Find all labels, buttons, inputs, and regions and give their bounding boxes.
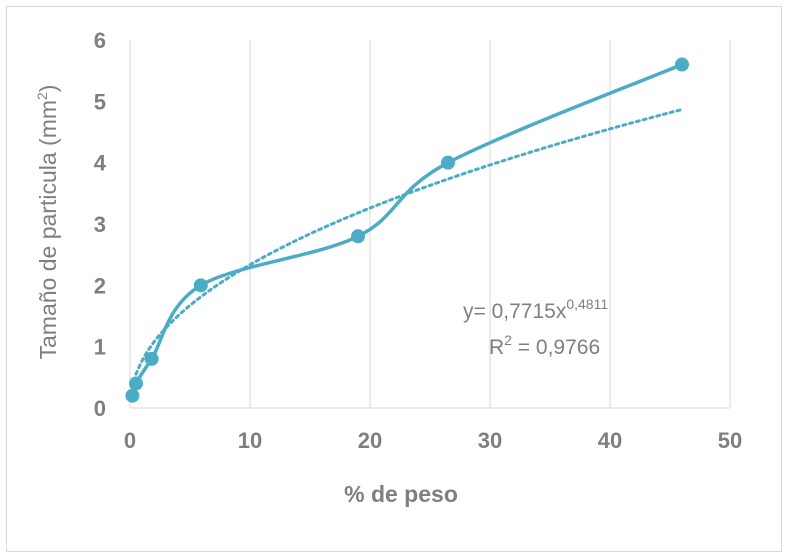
x-tick-label: 0 xyxy=(124,428,136,453)
x-tick-label: 50 xyxy=(718,428,742,453)
x-tick-labels: 0 10 20 30 40 50 xyxy=(124,428,742,453)
data-point xyxy=(129,376,143,391)
data-point xyxy=(144,351,159,366)
y-tick-label: 5 xyxy=(94,89,106,114)
trendline-layer xyxy=(134,107,684,376)
r-squared-prefix: R xyxy=(489,336,504,359)
x-tick-label: 20 xyxy=(358,428,382,453)
trendline-equation-exponent: 0,4811 xyxy=(566,296,608,312)
y-tick-label: 6 xyxy=(94,28,106,53)
data-point xyxy=(441,155,455,170)
data-point xyxy=(675,57,689,72)
grid-lines xyxy=(129,40,731,409)
x-tick-label: 30 xyxy=(478,428,502,453)
y-axis-title-superscript: 2 xyxy=(34,92,50,100)
y-tick-label: 2 xyxy=(94,273,106,298)
x-tick-label: 40 xyxy=(598,428,622,453)
y-tick-label: 4 xyxy=(94,151,107,176)
data-point xyxy=(125,388,140,403)
data-point xyxy=(351,229,365,244)
r-squared-label: R2 = 0,9766 xyxy=(489,332,600,359)
y-axis-title-close: ) xyxy=(35,85,61,93)
r-squared-value: = 0,9766 xyxy=(512,336,600,359)
y-tick-labels: 0 1 2 3 4 5 6 xyxy=(94,28,107,421)
chart-frame xyxy=(6,6,782,552)
y-tick-label: 0 xyxy=(94,396,106,421)
y-axis-title-main: Tamaño de particula (mm xyxy=(35,100,61,360)
trendline-equation: y= 0,7715x0,4811 xyxy=(463,296,608,323)
trendline xyxy=(134,107,684,376)
r-squared-superscript: 2 xyxy=(504,332,512,348)
x-axis-title: % de peso xyxy=(344,481,458,507)
y-tick-label: 3 xyxy=(94,212,106,237)
series-layer xyxy=(125,57,689,403)
data-point xyxy=(193,278,208,293)
x-tick-label: 10 xyxy=(238,428,262,453)
trendline-equation-prefix: y= 0,7715x xyxy=(463,300,567,323)
y-axis-title: Tamaño de particula (mm2) xyxy=(34,85,61,360)
y-tick-label: 1 xyxy=(94,335,106,360)
